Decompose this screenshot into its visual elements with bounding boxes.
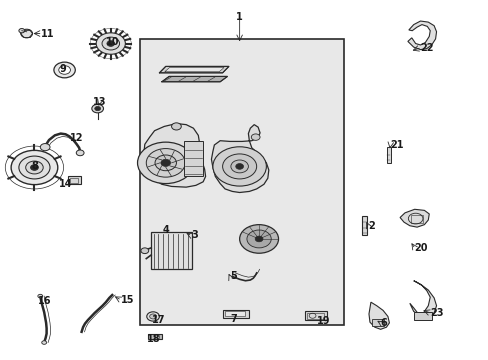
- Circle shape: [255, 236, 263, 242]
- Polygon shape: [162, 76, 227, 82]
- Bar: [68, 176, 81, 184]
- Bar: [371, 319, 383, 326]
- Circle shape: [11, 150, 58, 185]
- Circle shape: [149, 314, 156, 319]
- Bar: [362, 216, 366, 235]
- Text: 12: 12: [69, 133, 83, 143]
- Bar: [306, 313, 323, 319]
- Circle shape: [59, 66, 70, 74]
- Text: 20: 20: [414, 243, 427, 253]
- Circle shape: [146, 312, 159, 321]
- Text: 16: 16: [38, 296, 51, 306]
- Circle shape: [95, 107, 101, 111]
- Text: 7: 7: [229, 314, 236, 324]
- Circle shape: [76, 150, 84, 156]
- Polygon shape: [148, 334, 162, 339]
- Circle shape: [38, 294, 42, 298]
- Circle shape: [230, 160, 248, 173]
- Bar: [224, 311, 245, 316]
- Polygon shape: [409, 281, 436, 316]
- Text: 8: 8: [31, 161, 38, 171]
- Polygon shape: [399, 209, 428, 227]
- Circle shape: [141, 248, 148, 253]
- Bar: [151, 232, 192, 269]
- Text: 13: 13: [93, 97, 106, 107]
- Text: 4: 4: [162, 225, 169, 235]
- Text: 10: 10: [106, 37, 119, 48]
- Bar: [413, 312, 431, 320]
- Circle shape: [54, 62, 75, 78]
- Text: 15: 15: [120, 295, 134, 305]
- Polygon shape: [159, 66, 228, 73]
- Circle shape: [40, 144, 50, 151]
- Circle shape: [19, 28, 25, 33]
- Circle shape: [19, 156, 50, 179]
- Circle shape: [161, 159, 170, 166]
- Circle shape: [96, 33, 125, 54]
- Text: 14: 14: [59, 179, 72, 189]
- Circle shape: [21, 29, 32, 38]
- Text: 17: 17: [152, 315, 165, 325]
- Text: 9: 9: [60, 64, 66, 74]
- Bar: [410, 215, 422, 223]
- Circle shape: [222, 154, 256, 179]
- Text: 21: 21: [389, 140, 403, 150]
- Circle shape: [107, 41, 115, 46]
- Bar: [183, 141, 203, 176]
- Polygon shape: [368, 302, 388, 329]
- Circle shape: [92, 104, 103, 113]
- Bar: [70, 178, 78, 183]
- Bar: [305, 311, 326, 320]
- Circle shape: [251, 134, 260, 140]
- Circle shape: [137, 142, 194, 184]
- Text: 11: 11: [41, 28, 55, 39]
- Circle shape: [146, 149, 185, 177]
- Text: 23: 23: [429, 308, 443, 318]
- Text: 19: 19: [317, 316, 330, 326]
- Text: 18: 18: [147, 334, 161, 344]
- Polygon shape: [211, 125, 268, 193]
- Text: 22: 22: [420, 43, 433, 53]
- Bar: [140, 39, 344, 325]
- Polygon shape: [407, 21, 436, 50]
- Bar: [222, 310, 249, 318]
- Text: 3: 3: [191, 230, 197, 240]
- Circle shape: [155, 155, 176, 171]
- Text: 1: 1: [236, 13, 243, 22]
- Circle shape: [41, 341, 46, 344]
- Circle shape: [235, 163, 243, 169]
- Bar: [386, 147, 390, 163]
- Circle shape: [26, 161, 43, 174]
- Polygon shape: [164, 67, 224, 72]
- Circle shape: [102, 37, 119, 50]
- Text: 5: 5: [229, 271, 236, 282]
- Circle shape: [246, 230, 271, 248]
- Circle shape: [171, 123, 181, 130]
- Circle shape: [212, 147, 266, 186]
- Circle shape: [30, 165, 38, 170]
- Text: 2: 2: [368, 221, 374, 231]
- Text: 6: 6: [380, 318, 386, 328]
- Polygon shape: [143, 123, 205, 187]
- Circle shape: [239, 225, 278, 253]
